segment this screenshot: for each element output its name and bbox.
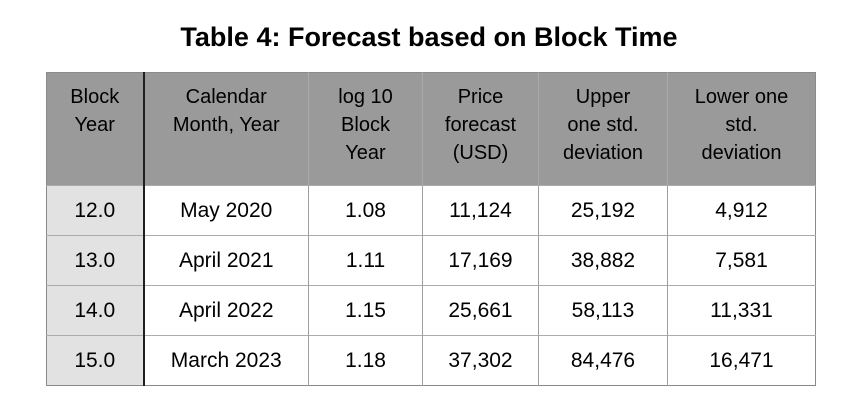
cell-calendar-month: March 2023 xyxy=(143,335,309,386)
column-header-log10-block-year: log 10 Block Year xyxy=(308,72,423,186)
cell-lower-std: 7,581 xyxy=(667,235,816,286)
cell-calendar-month: April 2022 xyxy=(143,285,309,336)
cell-log10: 1.08 xyxy=(308,185,423,236)
table-title: Table 4: Forecast based on Block Time xyxy=(180,22,678,52)
cell-calendar-month: April 2021 xyxy=(143,235,309,286)
cell-block-year: 15.0 xyxy=(46,335,145,386)
cell-block-year: 14.0 xyxy=(46,285,145,336)
cell-log10: 1.18 xyxy=(308,335,423,386)
table-row: 13.0 April 2021 1.11 17,169 38,882 7,581 xyxy=(46,235,816,286)
cell-block-year: 13.0 xyxy=(46,235,145,286)
cell-block-year: 12.0 xyxy=(46,185,145,236)
cell-lower-std: 16,471 xyxy=(667,335,816,386)
cell-price-forecast: 17,169 xyxy=(422,235,539,286)
column-header-lower-std-deviation: Lower one std. deviation xyxy=(667,72,816,186)
cell-price-forecast: 25,661 xyxy=(422,285,539,336)
column-header-calendar-month-year: Calendar Month, Year xyxy=(143,72,309,186)
cell-upper-std: 84,476 xyxy=(538,335,668,386)
cell-price-forecast: 11,124 xyxy=(422,185,539,236)
column-header-upper-std-deviation: Upper one std. deviation xyxy=(538,72,668,186)
cell-upper-std: 38,882 xyxy=(538,235,668,286)
cell-price-forecast: 37,302 xyxy=(422,335,539,386)
table-header-row: Block Year Calendar Month, Year log 10 B… xyxy=(46,72,816,186)
cell-upper-std: 25,192 xyxy=(538,185,668,236)
cell-lower-std: 11,331 xyxy=(667,285,816,336)
table-row: 15.0 March 2023 1.18 37,302 84,476 16,47… xyxy=(46,335,816,386)
forecast-table: Block Year Calendar Month, Year log 10 B… xyxy=(46,72,816,386)
column-header-block-year: Block Year xyxy=(46,72,145,186)
cell-lower-std: 4,912 xyxy=(667,185,816,236)
cell-log10: 1.11 xyxy=(308,235,423,286)
cell-upper-std: 58,113 xyxy=(538,285,668,336)
table-row: 12.0 May 2020 1.08 11,124 25,192 4,912 xyxy=(46,185,816,236)
cell-calendar-month: May 2020 xyxy=(143,185,309,236)
cell-log10: 1.15 xyxy=(308,285,423,336)
column-header-price-forecast: Price forecast (USD) xyxy=(422,72,539,186)
table-row: 14.0 April 2022 1.15 25,661 58,113 11,33… xyxy=(46,285,816,336)
